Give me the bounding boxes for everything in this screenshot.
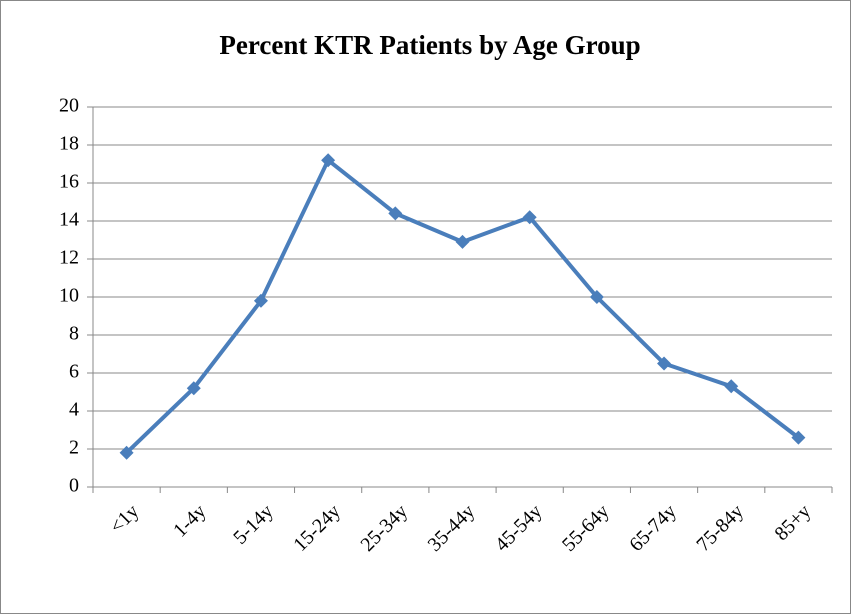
marker bbox=[388, 206, 403, 221]
marker bbox=[791, 430, 806, 445]
marker bbox=[657, 356, 672, 371]
marker bbox=[455, 234, 470, 249]
marker bbox=[321, 153, 336, 168]
y-tick-label: 20 bbox=[59, 95, 79, 117]
y-tick-label: 2 bbox=[69, 437, 79, 459]
y-tick-label: 6 bbox=[69, 361, 79, 383]
marker bbox=[119, 445, 134, 460]
y-tick-label: 14 bbox=[59, 209, 79, 231]
y-tick-label: 16 bbox=[59, 171, 79, 193]
marker bbox=[589, 290, 604, 304]
marker bbox=[253, 293, 268, 308]
marker bbox=[186, 381, 201, 396]
y-tick-label: 10 bbox=[59, 285, 79, 307]
y-tick-label: 12 bbox=[59, 247, 79, 269]
y-tick-label: 0 bbox=[69, 475, 79, 497]
y-tick-label: 8 bbox=[69, 323, 79, 345]
y-tick-label: 4 bbox=[69, 399, 79, 421]
marker bbox=[522, 210, 537, 225]
chart-title: Percent KTR Patients by Age Group bbox=[219, 30, 640, 60]
marker bbox=[724, 379, 739, 394]
y-tick-label: 18 bbox=[59, 133, 79, 155]
